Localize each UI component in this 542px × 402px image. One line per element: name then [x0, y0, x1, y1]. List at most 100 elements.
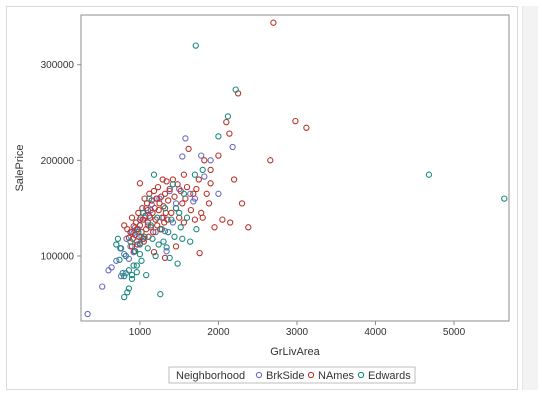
point-edwards — [163, 244, 170, 251]
point-names — [230, 176, 238, 183]
point-names — [193, 185, 200, 193]
x-tick-label: 3000 — [286, 327, 309, 338]
point-edwards — [160, 238, 167, 245]
point-names — [161, 190, 169, 197]
point-edwards — [183, 214, 191, 221]
point-edwards — [121, 272, 128, 280]
point-names — [190, 190, 197, 197]
legend-marker-brkside — [255, 371, 263, 379]
point-edwards — [136, 250, 144, 258]
point-edwards — [232, 86, 239, 93]
point-names — [207, 166, 214, 174]
point-names — [156, 200, 163, 207]
point-edwards — [138, 257, 145, 264]
point-edwards — [165, 228, 172, 236]
point-names — [164, 216, 171, 223]
point-brkside — [113, 257, 120, 264]
point-edwards — [174, 260, 181, 267]
point-edwards — [172, 205, 180, 212]
point-names — [146, 214, 154, 221]
point-names — [180, 219, 188, 226]
point-names — [150, 228, 157, 236]
point-edwards — [191, 171, 199, 178]
point-edwards — [168, 216, 175, 223]
point-names — [154, 222, 161, 229]
point-edwards — [171, 233, 178, 240]
point-brkside — [198, 152, 205, 159]
point-edwards — [143, 271, 150, 279]
point-edwards — [128, 271, 136, 279]
legend-label-names: NAmes — [318, 370, 355, 382]
point-edwards — [144, 245, 151, 252]
point-names — [179, 200, 186, 207]
point-names — [155, 206, 162, 214]
point-brkside — [84, 310, 91, 318]
point-edwards — [124, 289, 131, 296]
point-edwards — [152, 252, 159, 260]
point-edwards — [130, 262, 137, 269]
point-brkside — [99, 283, 106, 290]
point-edwards — [157, 291, 164, 298]
point-edwards — [193, 226, 200, 233]
point-brkside — [187, 190, 194, 197]
legend-marker-edwards — [357, 371, 365, 379]
point-brkside — [108, 264, 115, 271]
point-names — [207, 180, 214, 187]
point-brkside — [207, 157, 214, 164]
point-names — [191, 216, 199, 223]
legend-title: Neighborhood — [176, 370, 245, 382]
point-names — [185, 145, 192, 153]
point-edwards — [125, 285, 133, 292]
point-edwards — [139, 209, 147, 217]
point-brkside — [179, 153, 186, 160]
y-tick-label: 100000 — [41, 251, 75, 262]
point-names — [201, 157, 208, 164]
point-edwards — [127, 238, 134, 245]
point-names — [215, 152, 222, 159]
scrollbar-track[interactable] — [522, 6, 538, 390]
point-edwards — [155, 241, 162, 248]
point-edwards — [179, 235, 186, 242]
point-names — [144, 206, 151, 214]
point-edwards — [501, 195, 508, 202]
point-edwards — [121, 293, 128, 301]
point-edwards — [128, 275, 136, 283]
y-axis-label: SalePrice — [14, 144, 26, 191]
data-points — [84, 19, 508, 318]
point-brkside — [144, 222, 151, 229]
point-edwards — [176, 209, 183, 217]
point-names — [205, 200, 213, 207]
point-edwards — [122, 252, 129, 260]
point-edwards — [149, 235, 156, 242]
point-names — [270, 19, 277, 26]
point-names — [154, 183, 162, 191]
plot-area — [80, 14, 510, 322]
point-names — [203, 190, 210, 197]
point-edwards — [187, 238, 194, 245]
point-edwards — [180, 190, 188, 197]
point-edwards — [192, 42, 199, 49]
point-names — [199, 214, 206, 221]
point-edwards — [132, 248, 139, 255]
point-edwards — [215, 133, 222, 140]
point-edwards — [177, 224, 184, 231]
plot-border — [80, 14, 510, 322]
point-brkside — [215, 190, 222, 197]
point-names — [128, 214, 136, 221]
point-names — [183, 183, 191, 191]
point-edwards — [146, 195, 153, 202]
point-names — [127, 228, 134, 236]
point-names — [136, 222, 144, 229]
point-names — [172, 243, 180, 250]
point-brkside — [229, 143, 236, 151]
point-names — [150, 248, 158, 256]
point-names — [223, 118, 230, 126]
point-names — [303, 124, 310, 131]
point-edwards — [133, 262, 140, 269]
y-tick-label: 300000 — [41, 60, 75, 71]
point-names — [165, 197, 172, 204]
legend: Neighborhood BrkSide NAmes Edwards — [168, 366, 416, 384]
x-tick-label: 2000 — [207, 327, 230, 338]
point-names — [171, 193, 178, 200]
